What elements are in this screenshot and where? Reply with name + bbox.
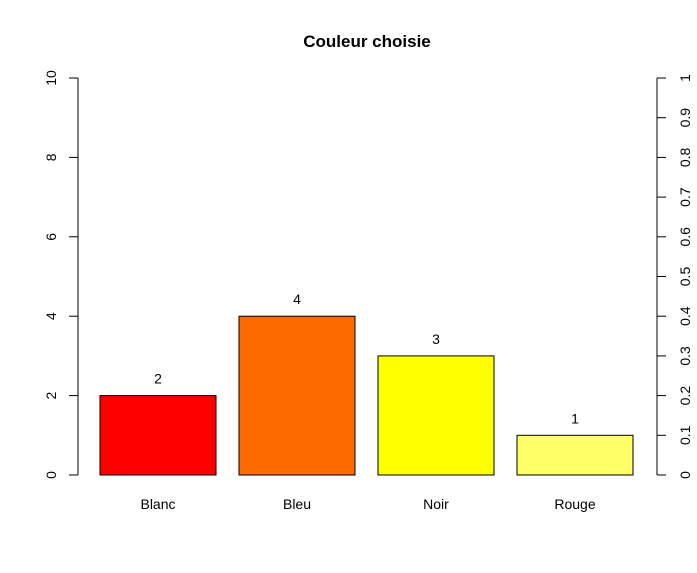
data-label: 2 <box>154 371 162 387</box>
y-tick-label-left: 2 <box>43 391 59 399</box>
bars: 2 4 3 1 <box>99 291 634 476</box>
y-tick-label-left: 8 <box>43 153 59 161</box>
y-tick-label-right: 0 <box>677 471 693 479</box>
y-tick-label-right: 0.2 <box>677 386 693 406</box>
data-label: 3 <box>432 331 440 347</box>
data-label: 1 <box>571 410 579 426</box>
y-tick-label-right: 0.8 <box>677 147 693 167</box>
bar-bleu <box>238 315 356 476</box>
y-tick-label-left: 0 <box>43 471 59 479</box>
bar-blanc <box>99 395 217 476</box>
x-tick-label: Bleu <box>283 496 311 512</box>
y-tick-label-left: 10 <box>43 70 59 86</box>
y-tick-label-left: 6 <box>43 233 59 241</box>
chart-title: Couleur choisie <box>303 32 431 51</box>
x-tick-label: Noir <box>423 496 449 512</box>
y-axis-right: 0 0.1 0.2 0.3 0.4 0.5 0.6 0.7 0.8 0.9 1 <box>656 74 693 479</box>
bar-noir <box>377 355 495 476</box>
y-tick-label-right: 1 <box>677 74 693 82</box>
x-tick-label: Blanc <box>140 496 175 512</box>
y-tick-label-right: 0.3 <box>677 346 693 366</box>
y-tick-label-right: 0.6 <box>677 227 693 247</box>
x-axis: Blanc Bleu Noir Rouge <box>140 496 595 512</box>
y-axis-left: 0 2 4 6 8 10 <box>43 70 79 479</box>
data-label: 4 <box>293 291 301 307</box>
bar-rouge <box>516 434 634 476</box>
y-tick-label-right: 0.9 <box>677 108 693 128</box>
y-tick-label-right: 0.5 <box>677 267 693 287</box>
x-tick-label: Rouge <box>554 496 595 512</box>
y-tick-label-right: 0.7 <box>677 187 693 207</box>
y-tick-label-right: 0.4 <box>677 306 693 326</box>
y-tick-label-right: 0.1 <box>677 425 693 445</box>
y-tick-label-left: 4 <box>43 312 59 320</box>
